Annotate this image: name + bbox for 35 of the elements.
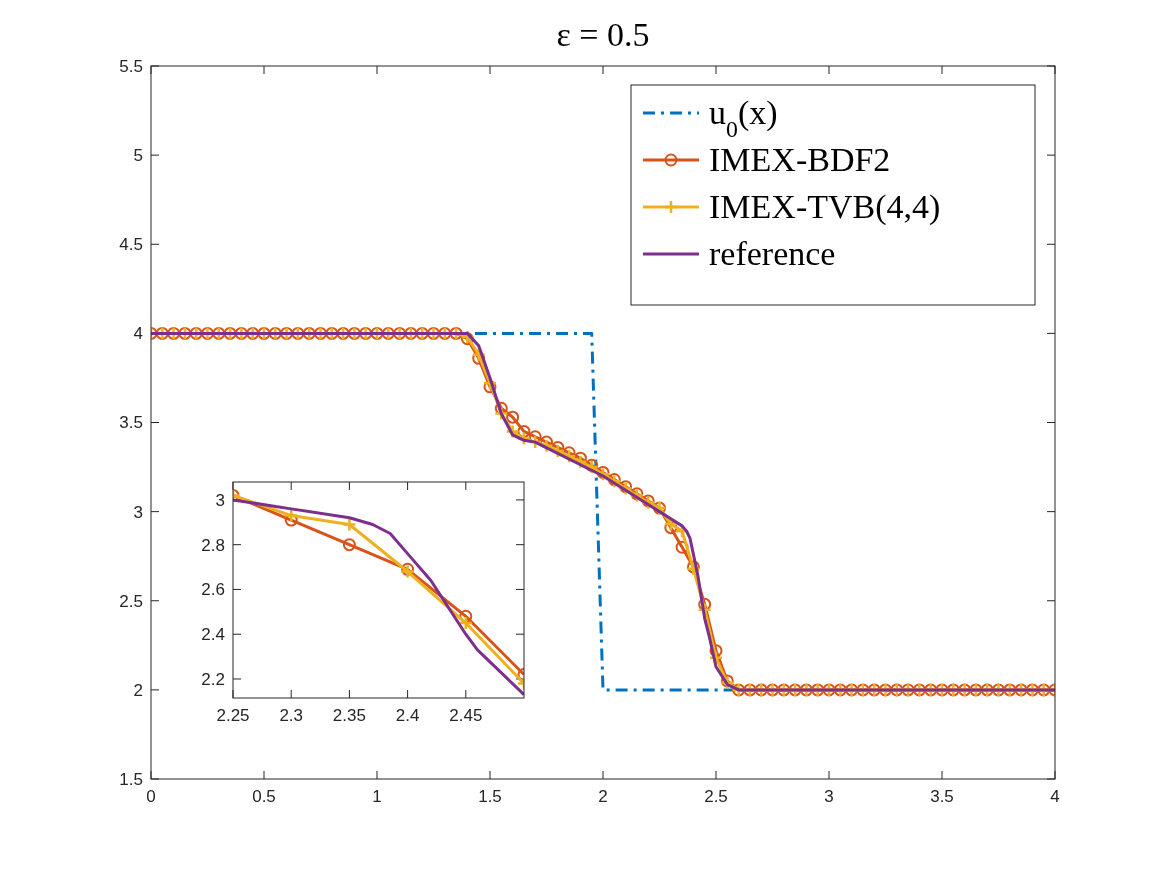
y-tick-label: 2.5 (119, 591, 143, 611)
x-tick-label: 2.35 (332, 706, 366, 725)
y-tick-label: 1.5 (119, 769, 143, 789)
y-tick-label: 2.6 (201, 580, 225, 600)
x-tick-label: 2.45 (449, 706, 483, 725)
legend-label: reference (709, 235, 836, 272)
x-tick-label: 1.5 (478, 787, 502, 806)
x-tick-label: 2.4 (395, 706, 420, 725)
y-tick-label: 3.5 (119, 413, 143, 433)
y-tick-label: 4.5 (119, 235, 143, 255)
y-tick-label: 2.4 (201, 625, 225, 645)
x-tick-label: 0 (146, 787, 156, 806)
legend-label: IMEX-TVB(4,4) (709, 188, 941, 226)
x-tick-label: 2 (598, 787, 608, 806)
y-tick-label: 3 (133, 502, 143, 522)
y-tick-label: 2.8 (201, 535, 225, 555)
legend-label: IMEX-BDF2 (709, 141, 891, 178)
y-tick-label: 5 (133, 146, 143, 166)
y-tick-label: 5.5 (119, 56, 143, 76)
x-tick-label: 2.3 (279, 706, 304, 725)
chart-title: ε = 0.5 (556, 16, 650, 53)
y-tick-label: 3 (215, 490, 225, 510)
y-tick-label: 2 (133, 680, 143, 700)
y-tick-label: 4 (133, 324, 143, 344)
x-tick-label: 2.5 (704, 787, 728, 806)
point (342, 517, 357, 532)
x-tick-label: 3.5 (930, 787, 954, 806)
x-tick-label: 2.25 (216, 706, 250, 725)
y-tick-label: 2.2 (201, 669, 225, 689)
point (342, 538, 356, 552)
x-tick-label: 1 (372, 787, 382, 806)
legend-label: u$_{0}$(x) (709, 94, 778, 142)
x-tick-label: 0.5 (252, 787, 276, 806)
x-tick-label: 3 (824, 787, 834, 806)
x-tick-label: 4 (1050, 787, 1060, 806)
